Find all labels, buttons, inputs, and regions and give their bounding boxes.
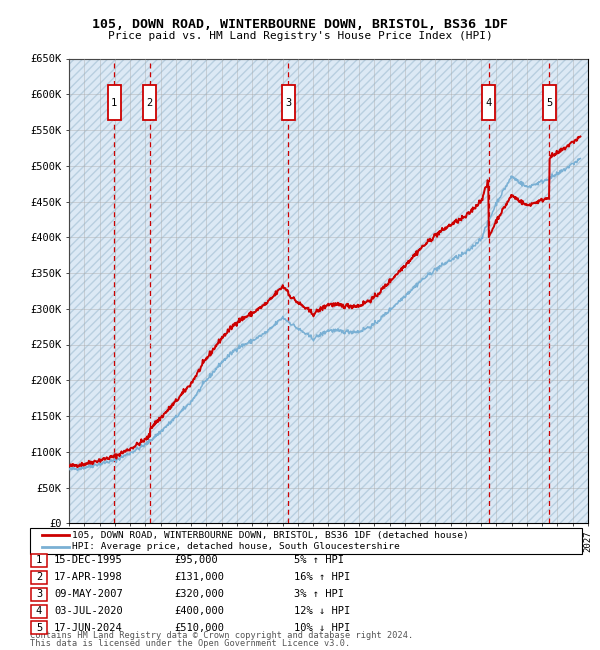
Text: 1: 1: [111, 98, 118, 108]
Text: 105, DOWN ROAD, WINTERBOURNE DOWN, BRISTOL, BS36 1DF (detached house): 105, DOWN ROAD, WINTERBOURNE DOWN, BRIST…: [72, 530, 469, 540]
Text: 15-DEC-1995: 15-DEC-1995: [54, 555, 123, 566]
Text: 09-MAY-2007: 09-MAY-2007: [54, 589, 123, 599]
Text: £320,000: £320,000: [174, 589, 224, 599]
Text: Contains HM Land Registry data © Crown copyright and database right 2024.: Contains HM Land Registry data © Crown c…: [30, 630, 413, 640]
Text: 3% ↑ HPI: 3% ↑ HPI: [294, 589, 344, 599]
Text: £400,000: £400,000: [174, 606, 224, 616]
Text: £510,000: £510,000: [174, 623, 224, 633]
Text: 105, DOWN ROAD, WINTERBOURNE DOWN, BRISTOL, BS36 1DF: 105, DOWN ROAD, WINTERBOURNE DOWN, BRIST…: [92, 18, 508, 31]
Text: 1: 1: [36, 555, 42, 566]
Bar: [543, 86, 556, 120]
Text: 17-APR-1998: 17-APR-1998: [54, 572, 123, 582]
Bar: [143, 86, 156, 120]
Text: 4: 4: [485, 98, 492, 108]
Text: 4: 4: [36, 606, 42, 616]
Text: 3: 3: [285, 98, 292, 108]
Text: 16% ↑ HPI: 16% ↑ HPI: [294, 572, 350, 582]
Text: £95,000: £95,000: [174, 555, 218, 566]
Bar: [108, 86, 121, 120]
Text: 17-JUN-2024: 17-JUN-2024: [54, 623, 123, 633]
Text: 10% ↓ HPI: 10% ↓ HPI: [294, 623, 350, 633]
Text: 5: 5: [546, 98, 553, 108]
Text: 5: 5: [36, 623, 42, 633]
Text: 2: 2: [36, 572, 42, 582]
Text: 03-JUL-2020: 03-JUL-2020: [54, 606, 123, 616]
Text: HPI: Average price, detached house, South Gloucestershire: HPI: Average price, detached house, Sout…: [72, 542, 400, 551]
Bar: [282, 86, 295, 120]
Bar: [482, 86, 495, 120]
Text: 5% ↑ HPI: 5% ↑ HPI: [294, 555, 344, 566]
Text: 3: 3: [36, 589, 42, 599]
Text: Price paid vs. HM Land Registry's House Price Index (HPI): Price paid vs. HM Land Registry's House …: [107, 31, 493, 40]
Text: £131,000: £131,000: [174, 572, 224, 582]
Text: 12% ↓ HPI: 12% ↓ HPI: [294, 606, 350, 616]
Text: This data is licensed under the Open Government Licence v3.0.: This data is licensed under the Open Gov…: [30, 639, 350, 648]
Text: 2: 2: [146, 98, 153, 108]
